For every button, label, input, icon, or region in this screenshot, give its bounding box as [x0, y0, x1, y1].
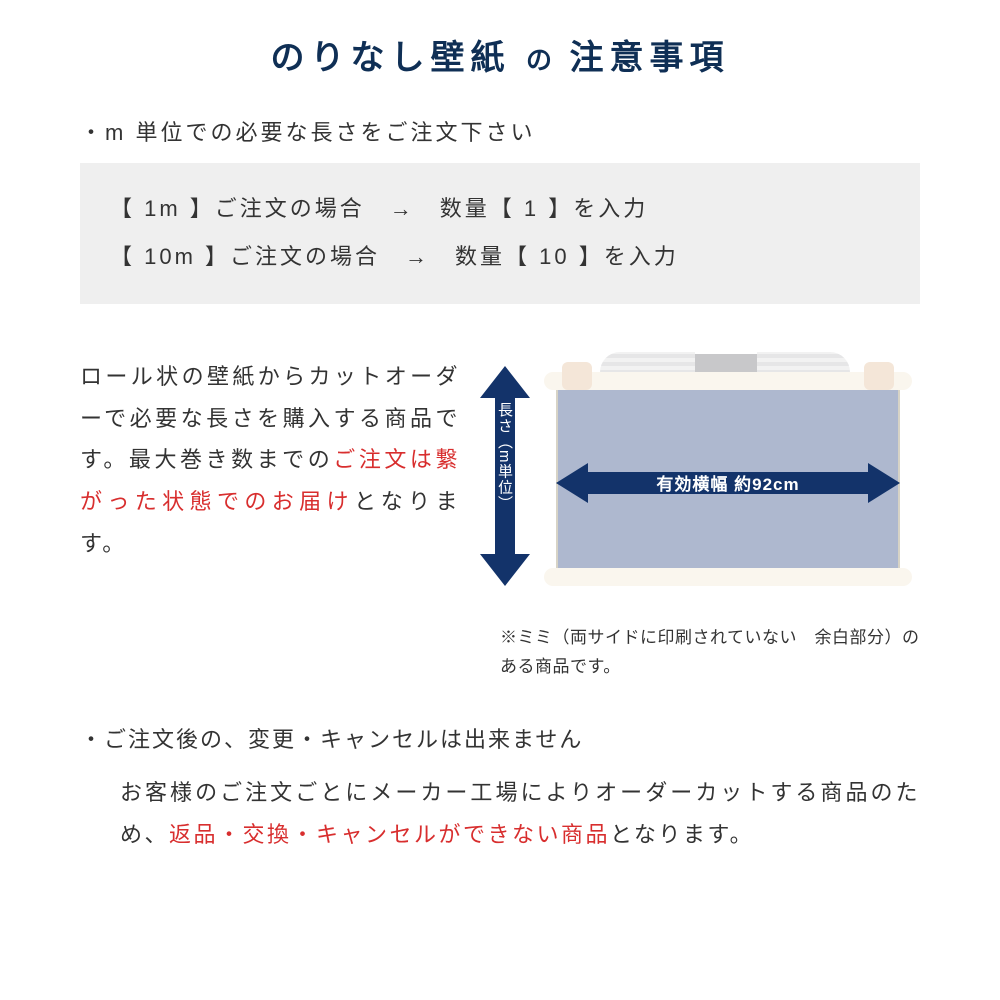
section2-heading: ・ご注文後の、変更・キャンセルは出来ません [80, 722, 920, 754]
horizontal-arrow-label: 有効横幅 約92cm [656, 470, 799, 495]
person-head [695, 326, 757, 372]
description-text: ロール状の壁紙からカットオーダーで必要な長さを購入する商品です。最大巻き数までの… [80, 332, 460, 612]
sec2-part2: となります。 [610, 822, 754, 847]
description-row: ロール状の壁紙からカットオーダーで必要な長さを購入する商品です。最大巻き数までの… [80, 332, 920, 612]
title-main-b: 注意事項 [569, 39, 729, 77]
hand-right [864, 362, 894, 390]
example-line-2: 【 10m 】ご注文の場合 → 数量【 10 】を入力 [110, 233, 890, 281]
section1-heading: ・m 単位での必要な長さをご注文下さい [80, 115, 920, 147]
wallpaper-illustration: 長さ（m単位） 有効横幅 約92cm [480, 332, 920, 612]
section2-body: お客様のご注文ごとにメーカー工場によりオーダーカットする商品のため、返品・交換・… [80, 772, 920, 858]
width-horizontal-arrow: 有効横幅 約92cm [556, 460, 900, 506]
page-title: のりなし壁紙 の 注意事項 [80, 30, 920, 79]
title-of: の [526, 45, 554, 75]
sec2-red: 返品・交換・キャンセルができない商品 [169, 822, 610, 847]
vertical-arrow-label: 長さ（m単位） [494, 402, 515, 512]
mimi-note: ※ミミ（両サイドに印刷されていない 余白部分）のある商品です。 [500, 624, 920, 682]
roll-bottom-edge [544, 568, 912, 586]
hand-left [562, 362, 592, 390]
order-example-box: 【 1m 】ご注文の場合 → 数量【 1 】を入力 【 10m 】ご注文の場合 … [80, 163, 920, 304]
length-vertical-arrow: 長さ（m単位） [480, 366, 530, 586]
title-main-a: のりなし壁紙 [271, 39, 511, 77]
example-line-1: 【 1m 】ご注文の場合 → 数量【 1 】を入力 [110, 185, 890, 233]
roll-top-edge [544, 372, 912, 390]
